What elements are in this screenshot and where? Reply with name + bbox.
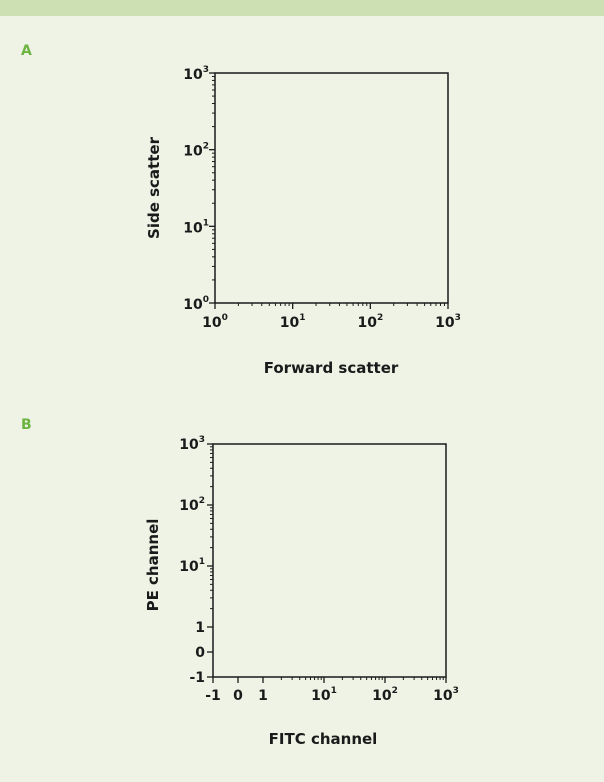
chart-b-plot-frame (212, 443, 447, 678)
chart-b-x-tick-label: 102 (372, 686, 398, 704)
chart-b-y-tick-label-base: 1 (195, 620, 205, 636)
chart-a-y-tick-label-base: 10 (183, 67, 203, 83)
chart-b-x-axis-label: FITC channel (269, 730, 378, 748)
chart-b-x-tick-label-exponent: 3 (453, 686, 459, 696)
panel-label-a: A (21, 43, 32, 59)
chart-a-x-tick-label: 100 (202, 313, 228, 331)
chart-b-x-tick-label-base: 10 (372, 688, 392, 704)
chart-b-x-tick-label: 101 (311, 686, 337, 704)
chart-a-x-axis: 100 101 102 103 (202, 303, 461, 331)
chart-b-y-tick-label: 1 (195, 620, 205, 636)
chart-a-y-tick-label-base: 10 (183, 220, 203, 236)
chart-a-y-tick-label: 102 (183, 142, 209, 160)
chart-b-y-tick-label: -1 (189, 670, 205, 686)
top-banner (0, 0, 604, 16)
chart-a-x-tick-label-exponent: 2 (377, 313, 383, 323)
chart-b-x-tick-label: -1 (205, 688, 221, 704)
chart-a-y-tick-label: 103 (183, 65, 209, 83)
chart-b-x-tick-label: 103 (433, 686, 459, 704)
chart-b-y-tick-label: 102 (179, 496, 205, 514)
chart-b-y-axis-label: PE channel (144, 519, 162, 612)
chart-b-x-axis: -1 0 1 101 102 103 (205, 677, 459, 704)
chart-b-y-tick-label-exponent: 2 (199, 496, 205, 506)
chart-b-x-tick-label: 1 (258, 688, 268, 704)
chart-a-y-tick-label-exponent: 3 (203, 65, 209, 75)
chart-b-y-tick-label: 103 (179, 435, 205, 453)
chart-b-y-tick-label-base: 10 (179, 559, 199, 575)
chart-a-x-axis-label: Forward scatter (264, 359, 399, 377)
chart-b-x-tick-label-base: 10 (433, 688, 453, 704)
chart-b-x-tick-label-base: 0 (233, 688, 243, 704)
chart-a-x-tick-label-base: 10 (435, 315, 455, 331)
chart-a-x-tick-label-exponent: 3 (455, 313, 461, 323)
chart-a-x-tick-label-base: 10 (280, 315, 300, 331)
chart-a-y-tick-label-exponent: 2 (203, 142, 209, 152)
chart-b-x-tick-label-base: 1 (258, 688, 268, 704)
chart-b-y-tick-label-base: 0 (195, 645, 205, 661)
chart-a-y-tick-label: 101 (183, 218, 209, 236)
chart-a-x-tick-label-base: 10 (357, 315, 377, 331)
chart-b-x-tick-label-exponent: 1 (331, 686, 337, 696)
chart-b-x-tick-label: 0 (233, 688, 243, 704)
panel-label-b: B (21, 417, 32, 433)
chart-b-x-tick-label-base: -1 (205, 688, 221, 704)
chart-b-x-tick-label-exponent: 2 (392, 686, 398, 696)
chart-a-y-tick-label-exponent: 0 (203, 295, 209, 305)
chart-a-x-tick-label: 102 (357, 313, 383, 331)
chart-b-x-tick-label-base: 10 (311, 688, 331, 704)
chart-b-y-tick-label-exponent: 3 (199, 435, 205, 445)
chart-b-y-tick-label-base: 10 (179, 437, 199, 453)
chart-b-y-tick-label-exponent: 1 (199, 557, 205, 567)
chart-b-y-tick-label: 101 (179, 557, 205, 575)
chart-b-y-tick-label-base: 10 (179, 498, 199, 514)
chart-a-x-tick-label-exponent: 1 (299, 313, 305, 323)
chart-a-y-tick-label-base: 10 (183, 144, 203, 160)
chart-a-y-tick-label-exponent: 1 (203, 218, 209, 228)
chart-a-x-tick-label-base: 10 (202, 315, 222, 331)
chart-a-x-tick-label: 101 (280, 313, 306, 331)
chart-a-x-tick-label-exponent: 0 (222, 313, 228, 323)
chart-a-x-tick-label: 103 (435, 313, 461, 331)
chart-a-y-tick-label-base: 10 (183, 297, 203, 313)
chart-b-y-tick-label: 0 (195, 645, 205, 661)
chart-b-y-tick-label-base: -1 (189, 670, 205, 686)
chart-a-plot-frame (214, 72, 449, 304)
chart-a-y-axis-label: Side scatter (145, 136, 163, 239)
chart-a-y-tick-label: 100 (183, 295, 209, 313)
